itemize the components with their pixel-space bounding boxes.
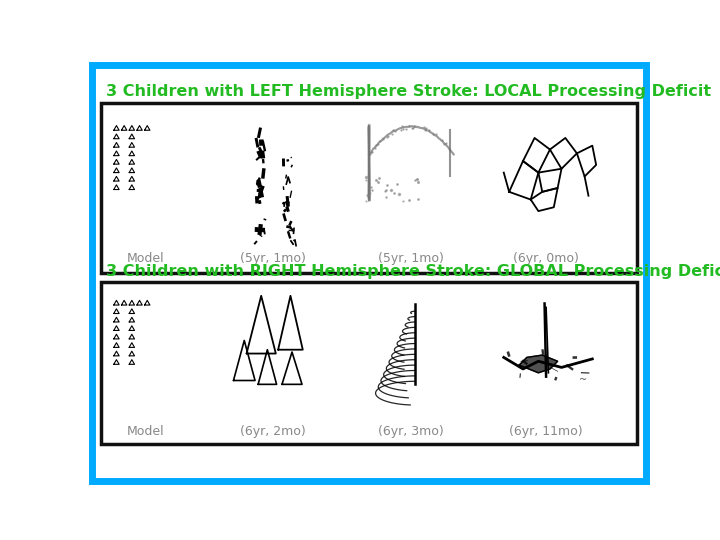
Text: (6yr, 3mo): (6yr, 3mo) bbox=[379, 425, 444, 438]
Text: (6yr, 0mo): (6yr, 0mo) bbox=[513, 252, 579, 265]
Text: (6yr, 2mo): (6yr, 2mo) bbox=[240, 425, 305, 438]
Text: (5yr, 1mo): (5yr, 1mo) bbox=[240, 252, 306, 265]
Text: Model: Model bbox=[127, 425, 164, 438]
Text: ~: ~ bbox=[579, 375, 587, 385]
Bar bbox=[101, 103, 637, 273]
Text: (6yr, 11mo): (6yr, 11mo) bbox=[509, 425, 583, 438]
Bar bbox=[101, 282, 637, 444]
Text: 3 Children with RIGHT Hemisphere Stroke: GLOBAL Processing Deficit: 3 Children with RIGHT Hemisphere Stroke:… bbox=[106, 264, 720, 279]
Text: 3 Children with LEFT Hemisphere Stroke: LOCAL Processing Deficit: 3 Children with LEFT Hemisphere Stroke: … bbox=[106, 84, 711, 99]
Text: Model: Model bbox=[127, 252, 164, 265]
Text: (5yr, 1mo): (5yr, 1mo) bbox=[379, 252, 444, 265]
Polygon shape bbox=[519, 355, 558, 373]
